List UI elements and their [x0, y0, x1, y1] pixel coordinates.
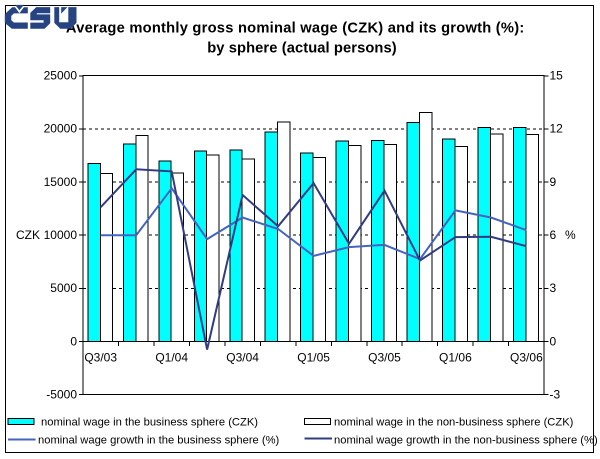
- svg-text:12: 12: [550, 122, 564, 136]
- svg-text:15: 15: [550, 69, 564, 83]
- svg-text:Q3/06: Q3/06: [510, 351, 543, 365]
- svg-text:nominal wage growth in the non: nominal wage growth in the non-business …: [334, 435, 598, 447]
- svg-text:CZK: CZK: [16, 228, 40, 242]
- svg-text:25000: 25000: [44, 69, 78, 83]
- svg-text:6: 6: [550, 228, 557, 242]
- svg-text:3: 3: [550, 281, 557, 295]
- svg-text:%: %: [565, 228, 576, 242]
- svg-text:Q1/05: Q1/05: [297, 351, 330, 365]
- svg-text:Average monthly gross nominal: Average monthly gross nominal wage (CZK)…: [66, 21, 525, 37]
- svg-text:Q1/04: Q1/04: [155, 351, 188, 365]
- svg-text:nominal wage growth in the bus: nominal wage growth in the business sphe…: [38, 435, 280, 447]
- svg-text:nominal wage in the non-busine: nominal wage in the non-business sphere …: [334, 417, 574, 429]
- svg-text:-3: -3: [550, 387, 561, 401]
- svg-text:15000: 15000: [44, 175, 78, 189]
- svg-text:Q1/06: Q1/06: [439, 351, 472, 365]
- svg-text:nominal wage in the business s: nominal wage in the business sphere (CZK…: [41, 417, 258, 429]
- svg-text:by sphere (actual persons): by sphere (actual persons): [207, 41, 397, 57]
- svg-text:Q3/05: Q3/05: [368, 351, 401, 365]
- svg-text:5000: 5000: [50, 281, 77, 295]
- svg-text:Q3/04: Q3/04: [226, 351, 259, 365]
- svg-text:9: 9: [550, 175, 557, 189]
- svg-text:0: 0: [550, 334, 557, 348]
- svg-text:20000: 20000: [44, 122, 78, 136]
- svg-text:Q3/03: Q3/03: [84, 351, 117, 365]
- svg-text:-5000: -5000: [46, 387, 77, 401]
- svg-text:0: 0: [70, 334, 77, 348]
- svg-text:10000: 10000: [44, 228, 78, 242]
